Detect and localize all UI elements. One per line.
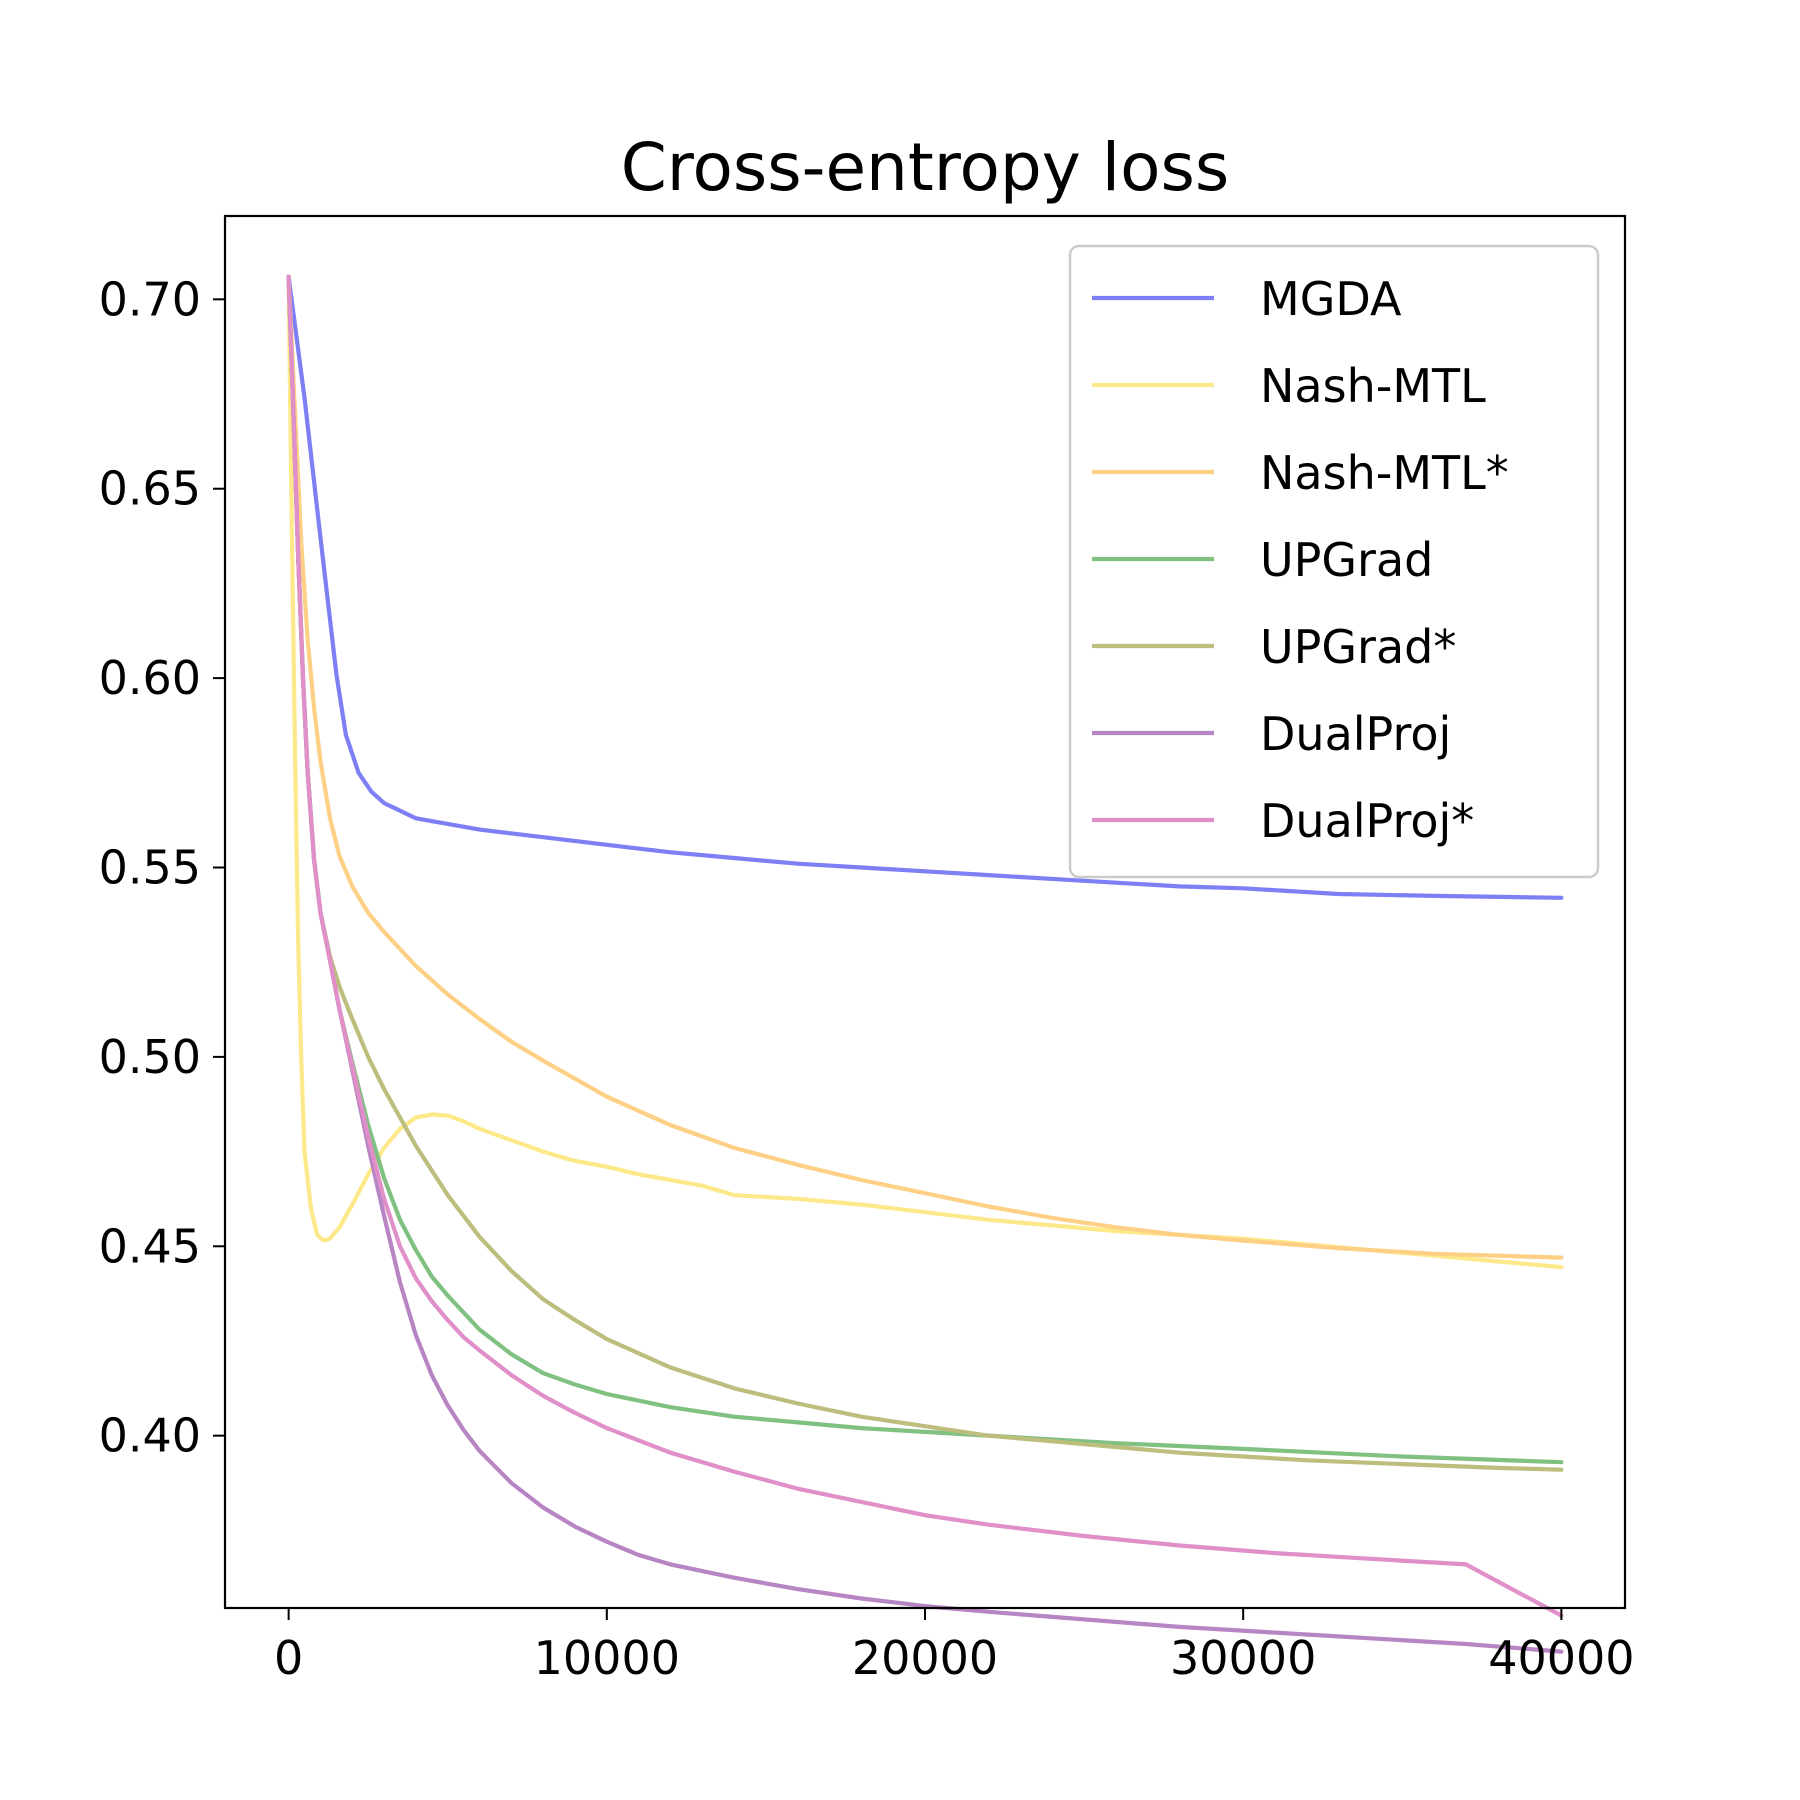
series-line-0 <box>286 274 1564 900</box>
x-tick-label: 20000 <box>852 1631 998 1685</box>
chart-title: Cross-entropy loss <box>621 129 1230 206</box>
x-axis: 0 10000 20000 30000 40000 <box>274 1608 1635 1685</box>
legend: MGDA Nash-MTL Nash-MTL* UPGrad UPGrad* DualPr… <box>1068 244 1600 879</box>
x-tick-label: 30000 <box>1170 1631 1316 1685</box>
series-line-2 <box>286 274 1564 1260</box>
legend-label-4: UPGrad* <box>1260 620 1456 674</box>
legend-label-1: Nash-MTL <box>1260 359 1486 413</box>
y-tick-label: 0.65 <box>99 462 201 516</box>
legend-label-0: MGDA <box>1260 272 1402 326</box>
series-line-6 <box>286 274 1564 1618</box>
y-tick-label: 0.40 <box>99 1409 201 1463</box>
y-tick-label: 0.60 <box>99 651 201 705</box>
y-axis: 0.40 0.45 0.50 0.55 0.60 0.65 0.70 <box>99 272 225 1463</box>
y-tick-label: 0.55 <box>99 840 201 894</box>
x-tick-label: 0 <box>274 1631 303 1685</box>
legend-label-2: Nash-MTL* <box>1260 446 1509 500</box>
legend-label-3: UPGrad <box>1260 533 1433 587</box>
legend-label-6: DualProj* <box>1260 794 1474 848</box>
legend-box <box>1068 244 1600 879</box>
y-tick-label: 0.70 <box>99 272 201 326</box>
x-tick-label: 10000 <box>534 1631 680 1685</box>
series-layer <box>286 274 1564 1654</box>
legend-label-5: DualProj <box>1260 707 1451 761</box>
series-line-1 <box>286 274 1564 1270</box>
y-tick-label: 0.50 <box>99 1030 201 1084</box>
y-tick-label: 0.45 <box>99 1219 201 1273</box>
x-tick-label: 40000 <box>1488 1631 1634 1685</box>
